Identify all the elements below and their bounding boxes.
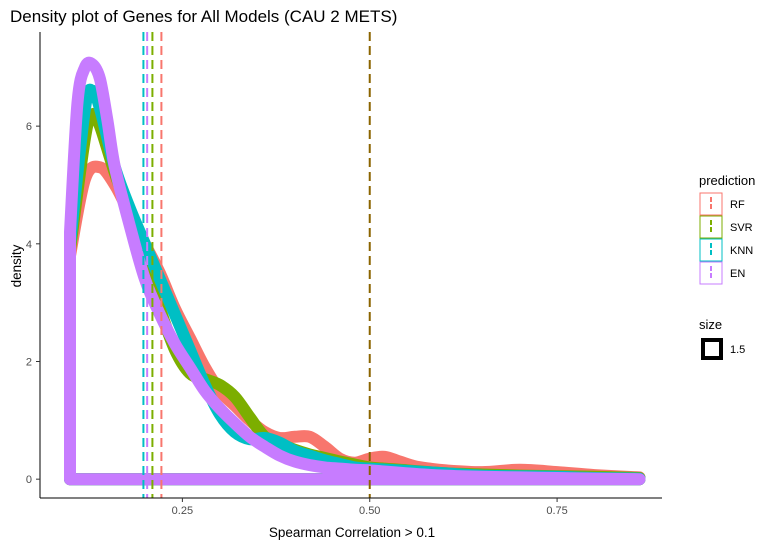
size-legend-label: 1.5 [730, 344, 745, 356]
y-tick-label: 0 [26, 474, 32, 486]
y-tick-label: 6 [26, 121, 32, 133]
density-curves [64, 56, 646, 486]
legend-title: prediction [699, 173, 755, 188]
legend-label-en: EN [730, 268, 745, 280]
x-axis-ticks: 0.25 0.50 0.75 [172, 498, 568, 517]
size-legend-title: size [699, 317, 722, 332]
legend-label-rf: RF [730, 199, 745, 211]
x-tick-label: 0.75 [546, 505, 567, 517]
size-legend: size 1.5 [699, 317, 745, 360]
y-axis-ticks: 0 2 4 6 [26, 121, 40, 486]
x-tick-label: 0.50 [359, 505, 380, 517]
density-curve-rf [64, 160, 646, 486]
size-legend-key [701, 338, 723, 360]
x-tick-label: 0.25 [172, 505, 193, 517]
mean-reference-lines [142, 32, 371, 498]
density-curve-en [64, 56, 646, 486]
y-axis-title: density [9, 244, 24, 287]
plot-area [64, 32, 646, 498]
axes: 0.25 0.50 0.75 0 2 4 6 [26, 32, 662, 517]
x-axis-title: Spearman Correlation > 0.1 [269, 525, 435, 540]
legend-label-svr: SVR [730, 222, 753, 234]
legend-label-knn: KNN [730, 245, 753, 257]
prediction-legend: prediction RF SVR KNN EN [699, 173, 755, 285]
chart-title: Density plot of Genes for All Models (CA… [10, 7, 397, 26]
legend-items: RF SVR KNN EN [699, 192, 753, 285]
y-tick-label: 4 [26, 239, 32, 251]
y-tick-label: 2 [26, 356, 32, 368]
